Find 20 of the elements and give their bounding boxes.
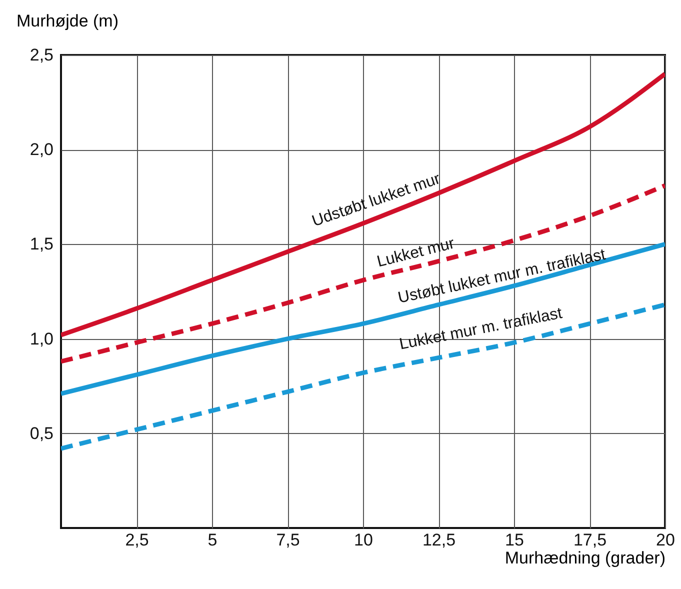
x-tick-label: 2,5 xyxy=(125,530,149,550)
y-tick-label: 0,5 xyxy=(30,424,54,443)
y-tick-label: 2,5 xyxy=(30,46,54,64)
y-tick-label: 2,0 xyxy=(30,140,54,160)
x-tick-label: 5 xyxy=(208,530,218,550)
x-tick-label: 17,5 xyxy=(573,530,607,550)
text: Udstøbt lukket mur xyxy=(310,170,444,230)
x-tick-label: 15 xyxy=(505,530,524,550)
line-series xyxy=(61,242,665,396)
x-tick-label: 7,5 xyxy=(276,530,300,550)
x-tick-label: 12,5 xyxy=(422,530,456,550)
x-axis-title: Murhædning (grader) xyxy=(504,548,666,568)
x-tick-label: 10 xyxy=(354,530,373,550)
y-tick-label: 1,0 xyxy=(30,329,54,348)
x-tick-label: 20 xyxy=(656,530,675,550)
line-series xyxy=(61,302,665,451)
text: Lukket mur xyxy=(375,234,457,271)
y-axis-title: Murhøjde (m) xyxy=(16,12,119,30)
text: Lukket mur m. trafiklast xyxy=(398,304,564,354)
y-tick-label: 1,5 xyxy=(30,234,54,254)
